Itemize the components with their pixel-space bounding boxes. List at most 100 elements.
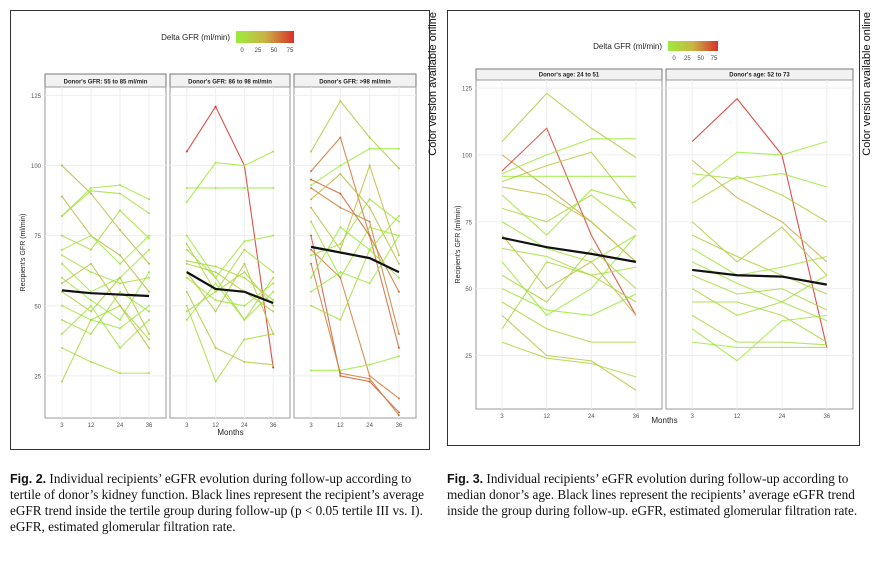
- data-point: [310, 276, 313, 279]
- data-point: [397, 355, 400, 358]
- recipient-line: [691, 314, 827, 346]
- data-point: [185, 276, 188, 279]
- recipient-line: [501, 92, 637, 159]
- data-point: [243, 304, 246, 307]
- data-point: [272, 271, 275, 274]
- x-tick-label: 12: [88, 423, 95, 429]
- recipient-line: [186, 235, 274, 279]
- recipient-line: [186, 105, 274, 368]
- data-point: [397, 290, 400, 293]
- data-point: [89, 248, 92, 251]
- data-point: [339, 100, 342, 103]
- x-tick-label: 12: [543, 414, 550, 420]
- x-tick-label: 36: [633, 414, 640, 420]
- data-point: [368, 380, 371, 383]
- legend-tick-label: 0: [672, 56, 676, 62]
- caption-label: Fig. 2.: [10, 472, 47, 486]
- x-axis-label: Months: [217, 428, 243, 437]
- data-point: [310, 178, 313, 181]
- data-point: [148, 212, 151, 215]
- x-tick-label: 36: [270, 423, 277, 429]
- x-tick-label: 36: [396, 423, 403, 429]
- data-point: [119, 276, 122, 279]
- data-point: [310, 184, 313, 187]
- data-point: [243, 164, 246, 167]
- panel-title: Donor's age: 52 to 73: [729, 73, 790, 79]
- data-point: [185, 259, 188, 262]
- data-point: [272, 299, 275, 302]
- recipient-line: [691, 274, 828, 311]
- x-tick-label: 24: [241, 423, 248, 429]
- recipient-line: [691, 248, 827, 276]
- panel-title: Donor's GFR: 55 to 85 ml/min: [64, 80, 148, 86]
- data-point: [148, 262, 151, 265]
- data-point: [148, 304, 151, 307]
- recipient-line: [501, 301, 636, 343]
- data-point: [310, 198, 313, 201]
- recipient-line: [501, 247, 637, 303]
- data-point: [272, 332, 275, 335]
- data-point: [272, 282, 275, 285]
- x-tick-label: 36: [823, 414, 830, 420]
- x-tick-label: 36: [146, 423, 153, 429]
- recipient-line: [501, 314, 637, 391]
- recipient-line: [61, 305, 150, 382]
- data-point: [310, 254, 313, 257]
- data-point: [243, 240, 246, 243]
- panel-title: Donor's GFR: 86 to 98 ml/min: [188, 80, 272, 86]
- data-point: [89, 332, 92, 335]
- data-point: [368, 282, 371, 285]
- x-tick-label: 3: [60, 423, 64, 429]
- data-point: [368, 147, 371, 150]
- legend-title: Delta GFR (ml/min): [161, 33, 230, 42]
- data-point: [89, 262, 92, 265]
- data-point: [214, 282, 217, 285]
- recipient-line: [501, 151, 637, 209]
- data-point: [214, 105, 217, 108]
- recipient-line: [61, 304, 150, 349]
- recipient-line: [310, 249, 400, 399]
- data-point: [368, 226, 371, 229]
- y-tick-label: 25: [465, 354, 472, 360]
- data-point: [60, 332, 63, 335]
- data-point: [272, 276, 275, 279]
- y-tick-label: 125: [31, 94, 42, 100]
- data-point: [119, 290, 122, 293]
- recipient-line: [61, 254, 150, 284]
- recipient-line: [501, 127, 637, 316]
- recipient-line: [691, 234, 828, 295]
- data-point: [214, 290, 217, 293]
- recipient-line: [186, 305, 274, 383]
- data-point: [60, 318, 63, 321]
- data-point: [310, 262, 313, 265]
- x-tick-label: 3: [691, 414, 695, 420]
- data-point: [310, 220, 313, 223]
- data-point: [89, 318, 92, 321]
- recipient-line: [61, 184, 150, 217]
- data-point: [148, 248, 151, 251]
- data-point: [119, 327, 122, 330]
- data-point: [310, 234, 313, 237]
- y-tick-label: 100: [31, 164, 42, 170]
- y-axis-label: Recipient's GFR (ml/min): [20, 214, 27, 292]
- data-point: [119, 346, 122, 349]
- legend-color-bar: [668, 41, 718, 51]
- data-point: [339, 136, 342, 139]
- data-point: [397, 332, 400, 335]
- data-point: [89, 304, 92, 307]
- recipient-line: [692, 341, 827, 349]
- recipient-line: [691, 175, 828, 223]
- legend-title: Delta GFR (ml/min): [593, 42, 662, 51]
- panel-title: Donor's GFR: >98 ml/min: [319, 80, 391, 86]
- data-point: [397, 167, 400, 170]
- recipient-line: [61, 165, 150, 265]
- data-point: [368, 198, 371, 201]
- x-tick-label: 12: [337, 423, 344, 429]
- recipient-line: [501, 261, 637, 330]
- figure-2-frame: Delta GFR (ml/min) 0 25 50 75 Recipient's GFR…: [10, 10, 430, 450]
- data-point: [185, 186, 188, 189]
- data-point: [214, 276, 217, 279]
- data-point: [214, 271, 217, 274]
- caption-text: Individual recipients’ eGFR evolution du…: [10, 471, 424, 534]
